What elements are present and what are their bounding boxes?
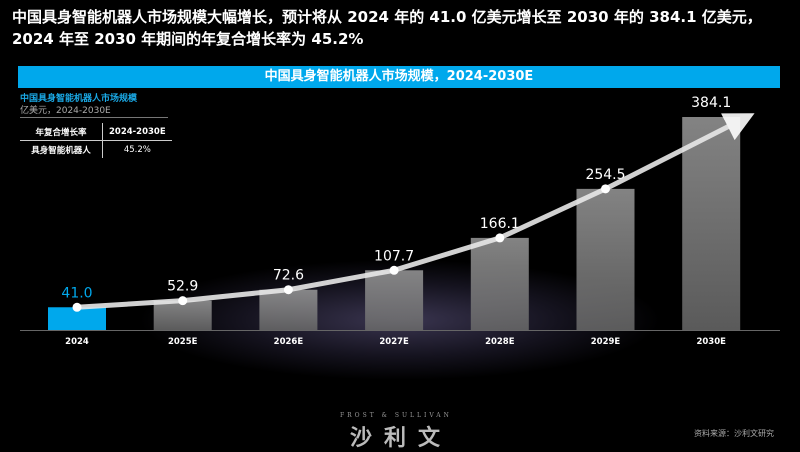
bar-2028E [470, 237, 529, 330]
trend-dot-2025E [178, 296, 188, 306]
trend-dot-2027E [389, 265, 399, 275]
data-label-2028E: 166.1 [480, 216, 520, 232]
source-note: 资料来源：沙利文研究 [694, 429, 774, 438]
data-label-2025E: 52.9 [167, 279, 198, 295]
trend-dot-2029E [601, 184, 610, 194]
logo-cn: 沙利文 [350, 426, 453, 451]
x-tick-2029E: 2029E [591, 337, 621, 347]
trend-dot-2024 [72, 302, 82, 312]
bar-2024 [48, 307, 106, 330]
chart-banner-title: 中国具身智能机器人市场规模，2024-2030E [18, 66, 780, 88]
x-tick-2026E: 2026E [274, 337, 304, 347]
x-tick-2025E: 2025E [168, 337, 198, 347]
data-label-2029E: 254.5 [585, 167, 625, 183]
x-tick-2027E: 2027E [379, 337, 409, 347]
bar-2030E [682, 117, 741, 330]
bar-2027E [365, 270, 424, 330]
cagr-header-label: 年复合增长率 [20, 123, 103, 141]
trend-dot-2028E [495, 233, 505, 243]
data-label-2026E: 72.6 [273, 268, 304, 284]
headline: 中国具身智能机器人市场规模大幅增长，预计将从 2024 年的 41.0 亿美元增… [12, 8, 762, 48]
bar-2025E [153, 300, 212, 330]
data-label-2024: 41.0 [61, 285, 92, 301]
x-tick-2024: 2024 [65, 337, 89, 347]
chart-subtitle: 中国具身智能机器人市场规模 [20, 94, 138, 104]
cagr-row-value: 45.2% [123, 144, 151, 155]
cagr-table: 年复合增长率 2024-2030E 具身智能机器人 45.2% [20, 123, 172, 158]
data-label-2030E: 384.1 [691, 95, 731, 111]
chart-unit: 亿美元，2024-2030E [20, 106, 111, 116]
divider [20, 117, 168, 118]
cagr-header-period: 2024-2030E [102, 123, 172, 141]
logo-en: FROST & SULLIVAN [340, 412, 452, 419]
x-tick-2028E: 2028E [485, 337, 515, 347]
trend-dot-2026E [283, 285, 293, 295]
bar-2029E [576, 188, 635, 330]
data-label-2027E: 107.7 [374, 248, 414, 264]
x-tick-2030E: 2030E [696, 337, 726, 347]
cagr-row-label: 具身智能机器人 [20, 140, 103, 158]
bar-2026E [259, 289, 318, 330]
